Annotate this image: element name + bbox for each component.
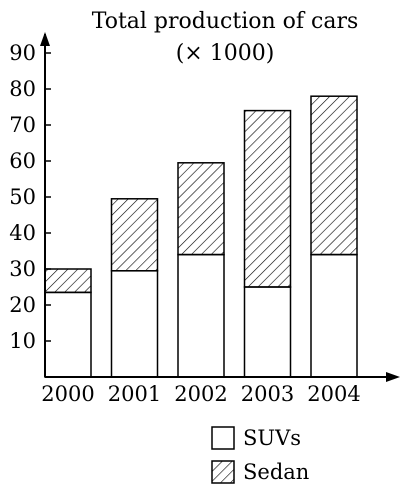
bar-sedan-2003 — [243, 109, 292, 288]
x-tick-label: 2002 — [174, 382, 227, 406]
legend-swatch — [211, 460, 235, 484]
bar-suvs-2000 — [44, 291, 92, 378]
chart-title: Total production of cars — [92, 9, 359, 34]
legend-swatch — [211, 426, 235, 450]
y-tick-label: 40 — [9, 221, 36, 245]
y-tick-label: 30 — [9, 257, 36, 281]
y-tick-label: 50 — [9, 185, 36, 209]
bar-sedan-2000 — [44, 268, 92, 294]
bars-group — [44, 95, 358, 378]
bar-sedan-2002 — [177, 162, 225, 256]
x-labels-group: 2000 2001 2002 2003 2004 — [41, 382, 360, 406]
y-tick-label: 10 — [9, 329, 36, 353]
bar-sedan-2004 — [310, 95, 358, 256]
y-tick-label: 60 — [9, 149, 36, 173]
x-axis-arrow — [386, 372, 400, 382]
y-ticks-group: 10 20 30 40 50 60 70 80 90 — [9, 41, 51, 353]
legend-label: SUVs — [243, 426, 301, 450]
axes-group — [40, 32, 400, 382]
legend-label: Sedan — [243, 460, 309, 484]
y-axis-arrow — [40, 32, 50, 46]
bar-sedan-2001 — [110, 198, 159, 272]
y-tick-label: 90 — [9, 41, 36, 65]
chart-subtitle: (× 1000) — [176, 41, 275, 66]
bar-suvs-2002 — [177, 253, 225, 378]
bar-suvs-2001 — [110, 270, 159, 378]
x-tick-label: 2001 — [108, 382, 161, 406]
x-tick-label: 2004 — [307, 382, 360, 406]
y-tick-label: 20 — [9, 293, 36, 317]
bar-suvs-2003 — [243, 286, 292, 378]
x-tick-label: 2003 — [241, 382, 294, 406]
legend: SUVs Sedan — [211, 426, 309, 484]
bar-suvs-2004 — [310, 253, 358, 378]
x-tick-label: 2000 — [41, 382, 94, 406]
y-tick-label: 70 — [9, 113, 36, 137]
y-tick-label: 80 — [9, 77, 36, 101]
